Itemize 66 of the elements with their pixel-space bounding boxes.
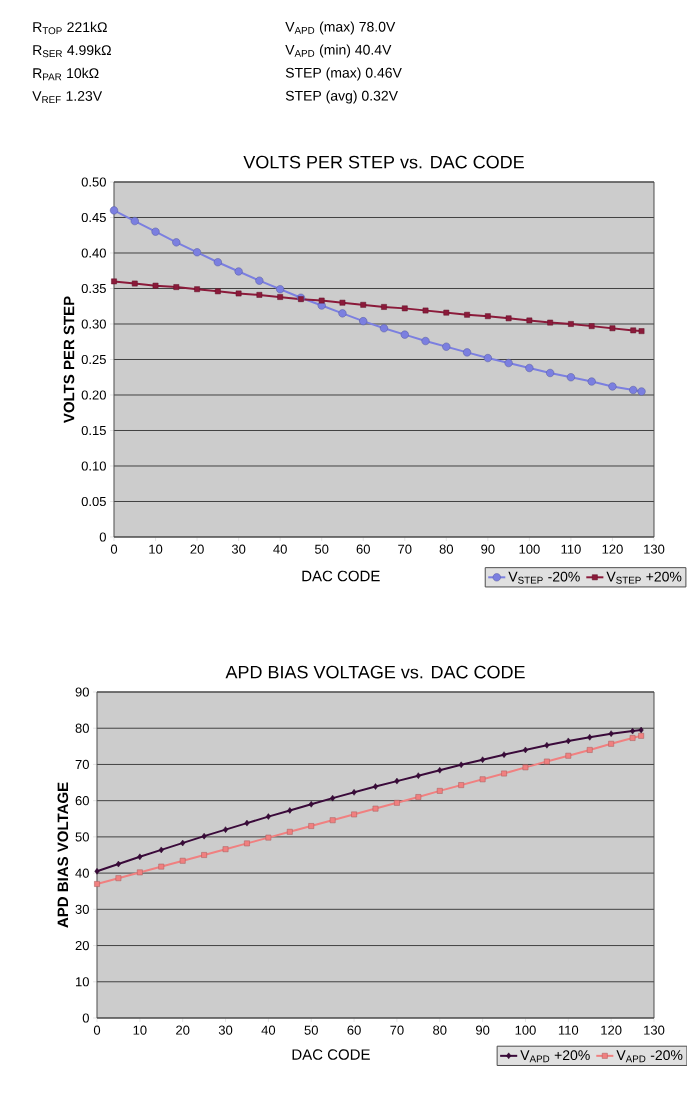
x-tick-label: 130 [643, 544, 665, 554]
x-tick-label: 50 [304, 1025, 318, 1035]
text: STEP (max) 0.46V [285, 67, 402, 81]
x-tick-label: 90 [481, 544, 495, 554]
x-tick-label: 120 [601, 1025, 622, 1035]
x-tick-label: 20 [190, 544, 204, 554]
y-tick-label: 30 [75, 904, 89, 914]
y-tick-label: 0.40 [81, 248, 106, 258]
x-tick-label: 60 [347, 1025, 361, 1035]
text: V$_{REF}$ 1.23V [32, 91, 102, 103]
y-tick-label: 0.05 [81, 496, 106, 507]
y-tick-label: 0 [99, 532, 106, 542]
y-tick-label: 0.35 [81, 283, 106, 294]
y-tick-label: 50 [75, 832, 89, 842]
y-axis-title: VOLTS PER STEP [63, 296, 75, 424]
x-tick-label: 0 [110, 544, 117, 554]
legend-label: V$_{APD}$ +20% [520, 1050, 590, 1063]
x-tick-label: 30 [231, 544, 246, 554]
x-tick-label: 10 [133, 1025, 147, 1035]
y-tick-label: 60 [75, 796, 89, 806]
y-tick-label: 20 [75, 940, 89, 951]
x-axis-title: DAC CODE [302, 570, 380, 582]
text: R$_{TOP}$ 221kΩ [33, 21, 107, 35]
x-tick-label: 100 [519, 544, 540, 554]
x-tick-label: 40 [261, 1025, 275, 1035]
x-tick-label: 10 [149, 544, 163, 554]
y-tick-label: 0.10 [81, 461, 106, 471]
y-tick-label: 90 [75, 687, 89, 697]
x-tick-label: 120 [602, 544, 623, 554]
text: V$_{APD}$ (max) 78.0V [285, 21, 396, 35]
x-tick-label: 20 [175, 1025, 190, 1035]
x-tick-label: 80 [439, 544, 453, 554]
y-axis-title: APD BIAS VOLTAGE [57, 782, 68, 928]
legend-label: V$_{APD}$ -20% [616, 1050, 683, 1063]
legend-label: V$_{STEP}$ +20% [606, 571, 682, 584]
x-tick-label: 80 [432, 1025, 447, 1035]
x-tick-label: 130 [643, 1025, 665, 1035]
x-tick-label: 110 [558, 1025, 578, 1035]
legend-label: V$_{STEP}$ -20% [508, 571, 580, 584]
text: R$_{PAR}$ 10kΩ [33, 67, 99, 81]
x-axis-title: DAC CODE [292, 1049, 370, 1060]
y-tick-label: 0.50 [81, 177, 106, 187]
text: V$_{APD}$ (min) 40.4V [285, 44, 392, 58]
x-tick-label: 50 [314, 544, 329, 554]
x-tick-label: 40 [273, 544, 287, 554]
x-tick-label: 100 [515, 1025, 536, 1035]
x-tick-label: 110 [561, 544, 581, 554]
y-tick-label: 80 [75, 723, 89, 733]
y-tick-label: 0.15 [81, 425, 106, 436]
y-tick-label: 40 [75, 868, 89, 878]
y-tick-label: 0.25 [81, 354, 106, 365]
chart-title: VOLTS PER STEP vs. DAC CODE [243, 155, 524, 169]
x-tick-label: 30 [218, 1025, 233, 1035]
x-tick-label: 70 [390, 1025, 404, 1035]
x-tick-label: 70 [398, 544, 412, 554]
y-tick-label: 70 [75, 759, 89, 770]
y-tick-label: 0.45 [81, 212, 106, 223]
y-tick-label: 0 [82, 1013, 89, 1023]
chart-title: APD BIAS VOLTAGE vs. DAC CODE [225, 665, 525, 679]
x-tick-label: 90 [475, 1025, 490, 1035]
text: R$_{SER}$ 4.99kΩ [33, 44, 111, 58]
y-tick-label: 0.20 [81, 390, 106, 400]
y-tick-label: 0.30 [81, 319, 106, 329]
x-tick-label: 60 [356, 544, 370, 554]
text: STEP (avg) 0.32V [285, 90, 398, 104]
y-tick-label: 10 [75, 977, 89, 987]
